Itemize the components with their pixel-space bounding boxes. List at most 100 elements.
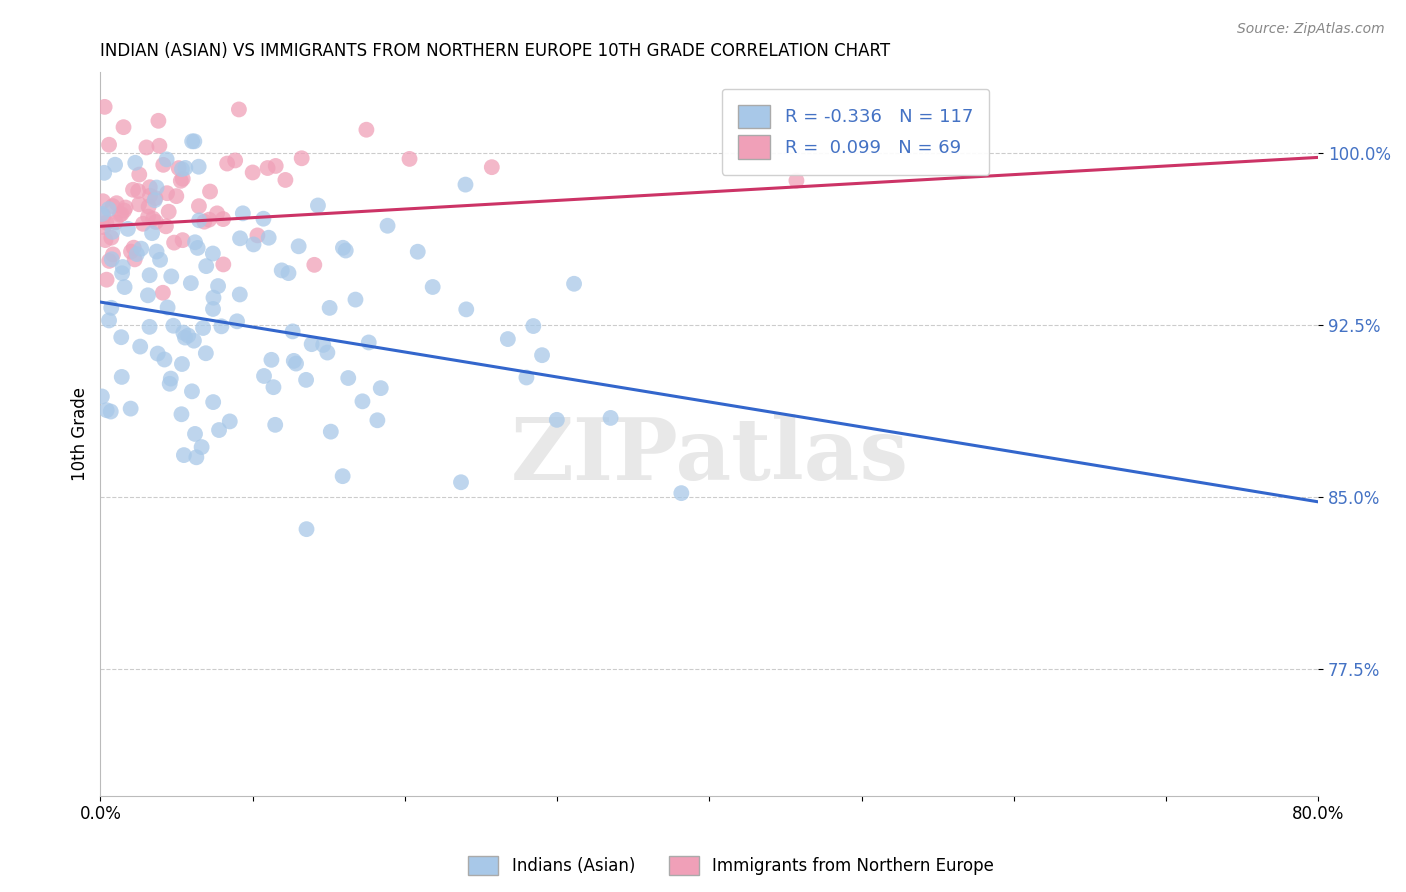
Point [183, 134, 205, 148]
Point [148, 138, 170, 153]
Point [264, 417, 287, 432]
Point [187, 199, 209, 213]
Point [141, 226, 163, 240]
Legend: R = -0.336   N = 117, R =  0.099   N = 69: R = -0.336 N = 117, R = 0.099 N = 69 [721, 88, 990, 175]
Point [172, 233, 194, 247]
Point [256, 161, 278, 175]
Point [157, 204, 180, 219]
Point [332, 469, 354, 483]
Point [105, 196, 128, 211]
Point [143, 193, 166, 207]
Point [145, 191, 167, 205]
Point [170, 407, 193, 421]
Point [246, 228, 269, 243]
Point [183, 334, 205, 348]
Point [160, 269, 183, 284]
Point [112, 120, 135, 135]
Y-axis label: 10th Grade: 10th Grade [72, 387, 89, 481]
Point [184, 426, 207, 441]
Point [149, 252, 172, 267]
Point [242, 165, 264, 179]
Point [93, 166, 115, 180]
Point [142, 211, 165, 226]
Text: Source: ZipAtlas.com: Source: ZipAtlas.com [1237, 22, 1385, 37]
Point [114, 280, 136, 294]
Point [562, 277, 585, 291]
Point [177, 328, 200, 343]
Point [170, 174, 193, 188]
Point [318, 301, 340, 315]
Point [671, 486, 693, 500]
Point [422, 280, 444, 294]
Point [153, 352, 176, 367]
Point [101, 247, 124, 261]
Point [406, 244, 429, 259]
Point [319, 425, 342, 439]
Point [111, 266, 134, 280]
Point [124, 252, 146, 267]
Point [287, 239, 309, 253]
Point [122, 183, 145, 197]
Point [152, 158, 174, 172]
Point [277, 266, 299, 280]
Point [174, 330, 197, 344]
Point [156, 153, 179, 167]
Point [129, 340, 152, 354]
Point [356, 122, 378, 136]
Point [193, 215, 215, 229]
Point [111, 260, 134, 274]
Point [120, 401, 142, 416]
Point [148, 113, 170, 128]
Point [218, 414, 240, 428]
Point [170, 357, 193, 371]
Point [304, 258, 326, 272]
Point [167, 161, 190, 175]
Point [129, 242, 152, 256]
Point [522, 319, 544, 334]
Point [450, 475, 472, 490]
Point [312, 338, 335, 352]
Point [101, 199, 124, 213]
Point [285, 357, 308, 371]
Point [212, 257, 235, 271]
Point [100, 404, 122, 418]
Point [139, 180, 162, 194]
Point [173, 448, 195, 462]
Point [101, 225, 124, 239]
Point [291, 151, 314, 165]
Point [181, 134, 204, 148]
Point [335, 244, 357, 258]
Point [145, 244, 167, 259]
Point [187, 241, 209, 255]
Point [120, 244, 142, 259]
Point [515, 370, 537, 384]
Point [332, 241, 354, 255]
Point [163, 235, 186, 250]
Point [128, 197, 150, 211]
Point [229, 287, 252, 301]
Point [98, 137, 121, 152]
Point [96, 403, 118, 417]
Point [205, 206, 228, 220]
Point [496, 332, 519, 346]
Point [202, 301, 225, 316]
Point [104, 158, 127, 172]
Point [260, 352, 283, 367]
Point [398, 152, 420, 166]
Point [377, 219, 399, 233]
Point [194, 346, 217, 360]
Point [202, 291, 225, 305]
Point [132, 217, 155, 231]
Point [281, 325, 304, 339]
Point [187, 160, 209, 174]
Point [114, 201, 136, 215]
Point [785, 173, 807, 187]
Point [344, 293, 367, 307]
Point [190, 440, 212, 454]
Point [209, 319, 232, 334]
Point [357, 335, 380, 350]
Point [100, 230, 122, 244]
Point [110, 207, 132, 221]
Point [172, 326, 194, 340]
Point [172, 171, 194, 186]
